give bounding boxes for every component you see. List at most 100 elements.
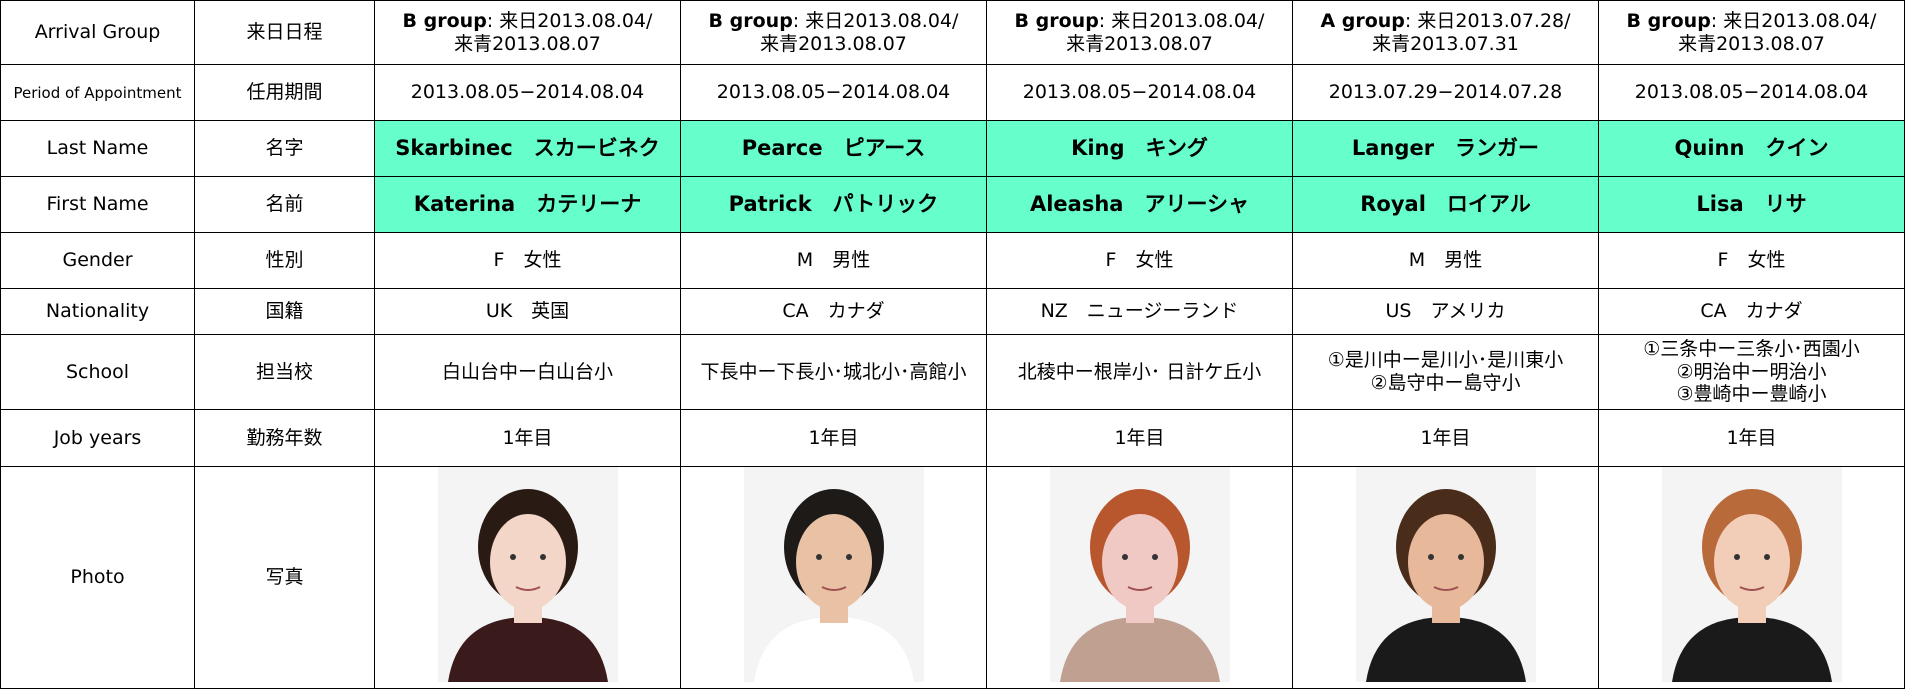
- last-name-cell: King キング: [986, 120, 1293, 177]
- last-name-cell: Quinn クイン: [1598, 120, 1905, 177]
- row-label-ja: 来日日程: [194, 0, 375, 65]
- gender-cell: F 女性: [986, 232, 1293, 289]
- school-line: ②島守中ー島守小: [1370, 372, 1521, 394]
- arrival-group: B group: [1626, 9, 1711, 32]
- arrival-group: B group: [1014, 9, 1099, 32]
- arrival-cell: B group: 来日2013.08.04/来青2013.08.07: [680, 0, 987, 65]
- job-years-cell: 1年目: [986, 409, 1293, 467]
- nationality-cell: UK 英国: [374, 288, 681, 335]
- row-label-en: Photo: [0, 466, 195, 689]
- arrival-group: A group: [1320, 9, 1405, 32]
- table-row: Arrival Group 来日日程 B group: 来日2013.08.04/来…: [0, 0, 1905, 65]
- arrival-cell: B group: 来日2013.08.04/来青2013.08.07: [374, 0, 681, 65]
- job-years-cell: 1年目: [680, 409, 987, 467]
- arrival-cell: B group: 来日2013.08.04/来青2013.08.07: [986, 0, 1293, 65]
- row-label-ja: 性別: [194, 232, 375, 289]
- arrival-group: B group: [402, 9, 487, 32]
- row-label-en: Last Name: [0, 120, 195, 177]
- photo-cell: [374, 466, 681, 689]
- table-row: Period of Appointment 任用期間 2013.08.05−2014…: [0, 64, 1905, 121]
- table-row: School 担当校 白山台中ー白山台小 下長中ー下長小･城北小･高館小 北稜中ー根岸小…: [0, 334, 1905, 410]
- job-years-cell: 1年目: [1292, 409, 1599, 467]
- table-row: Photo 写真: [0, 466, 1905, 689]
- school-line: 白山台中ー白山台小: [441, 360, 613, 383]
- row-label-ja: 担当校: [194, 334, 375, 410]
- row-label-en: Arrival Group: [0, 0, 195, 65]
- arrival-group: B group: [708, 9, 793, 32]
- gender-cell: M 男性: [1292, 232, 1599, 289]
- school-line: ①是川中ー是川小･是川東小: [1327, 349, 1564, 372]
- first-name-cell: Aleasha アリーシャ: [986, 176, 1293, 233]
- last-name-cell: Langer ランガー: [1292, 120, 1599, 177]
- photo: [1355, 467, 1536, 682]
- arrival-cell: A group: 来日2013.07.28/来青2013.07.31: [1292, 0, 1599, 65]
- row-label-en: School: [0, 334, 195, 410]
- arrival-date-2: 来青2013.07.31: [1372, 32, 1519, 55]
- nationality-cell: CA カナダ: [680, 288, 987, 335]
- nationality-cell: CA カナダ: [1598, 288, 1905, 335]
- photo-cell: [986, 466, 1293, 689]
- nationality-cell: US アメリカ: [1292, 288, 1599, 335]
- first-name-cell: Lisa リサ: [1598, 176, 1905, 233]
- row-label-ja: 写真: [194, 466, 375, 689]
- arrival-date-2: 来青2013.08.07: [454, 32, 601, 55]
- period-cell: 2013.08.05−2014.08.04: [680, 64, 987, 121]
- row-label-ja: 名前: [194, 176, 375, 233]
- job-years-cell: 1年目: [374, 409, 681, 467]
- last-name-cell: Skarbinec スカービネク: [374, 120, 681, 177]
- school-line: 北稜中ー根岸小･ 日計ケ丘小: [1017, 360, 1262, 383]
- period-cell: 2013.08.05−2014.08.04: [986, 64, 1293, 121]
- period-cell: 2013.08.05−2014.08.04: [374, 64, 681, 121]
- first-name-cell: Patrick パトリック: [680, 176, 987, 233]
- arrival-date-2: 来青2013.08.07: [1066, 32, 1213, 55]
- table-row: Nationality 国籍 UK 英国 CA カナダ NZ ニュージーランド US アメ…: [0, 288, 1905, 335]
- arrival-date-2: 来青2013.08.07: [760, 32, 907, 55]
- photo: [437, 467, 618, 682]
- arrival-date: : 来日2013.08.04/: [792, 9, 959, 32]
- row-label-en: First Name: [0, 176, 195, 233]
- school-cell: 下長中ー下長小･城北小･高館小: [680, 334, 987, 410]
- photo: [1661, 467, 1842, 682]
- row-label-ja: 任用期間: [194, 64, 375, 121]
- row-label-en: Period of Appointment: [0, 64, 195, 121]
- gender-cell: F 女性: [374, 232, 681, 289]
- table-row: Job years 勤務年数 1年目 1年目 1年目 1年目 1年目: [0, 409, 1905, 467]
- period-cell: 2013.07.29−2014.07.28: [1292, 64, 1599, 121]
- photo: [743, 467, 924, 682]
- job-years-cell: 1年目: [1598, 409, 1905, 467]
- table-row: Gender 性別 F 女性 M 男性 F 女性 M 男性 F 女性: [0, 232, 1905, 289]
- table-row: Last Name 名字 Skarbinec スカービネク Pearce ピアース Ki…: [0, 120, 1905, 177]
- first-name-cell: Katerina カテリーナ: [374, 176, 681, 233]
- arrival-date: : 来日2013.08.04/: [1098, 9, 1265, 32]
- row-label-en: Gender: [0, 232, 195, 289]
- row-label-ja: 国籍: [194, 288, 375, 335]
- arrival-cell: B group: 来日2013.08.04/来青2013.08.07: [1598, 0, 1905, 65]
- arrival-date: : 来日2013.07.28/: [1404, 9, 1571, 32]
- gender-cell: F 女性: [1598, 232, 1905, 289]
- row-label-ja: 名字: [194, 120, 375, 177]
- gender-cell: M 男性: [680, 232, 987, 289]
- arrival-date: : 来日2013.08.04/: [1710, 9, 1877, 32]
- row-label-en: Job years: [0, 409, 195, 467]
- arrival-date-2: 来青2013.08.07: [1678, 32, 1825, 55]
- school-cell: ①是川中ー是川小･是川東小 ②島守中ー島守小: [1292, 334, 1599, 410]
- last-name-cell: Pearce ピアース: [680, 120, 987, 177]
- arrival-date: : 来日2013.08.04/: [486, 9, 653, 32]
- row-label-en: Nationality: [0, 288, 195, 335]
- school-line: ②明治中ー明治小: [1676, 360, 1827, 383]
- school-line: ①三条中ー三条小･西園小: [1643, 337, 1860, 360]
- period-cell: 2013.08.05−2014.08.04: [1598, 64, 1905, 121]
- school-cell: 白山台中ー白山台小: [374, 334, 681, 410]
- photo-cell: [1292, 466, 1599, 689]
- table-row: First Name 名前 Katerina カテリーナ Patrick パトリック A…: [0, 176, 1905, 233]
- photo: [1049, 467, 1230, 682]
- school-line: 下長中ー下長小･城北小･高館小: [700, 360, 967, 383]
- school-line: ③豊崎中ー豊崎小: [1676, 383, 1827, 406]
- school-cell: 北稜中ー根岸小･ 日計ケ丘小: [986, 334, 1293, 410]
- photo-cell: [680, 466, 987, 689]
- school-cell: ①三条中ー三条小･西園小 ②明治中ー明治小 ③豊崎中ー豊崎小: [1598, 334, 1905, 410]
- photo-cell: [1598, 466, 1905, 689]
- row-label-ja: 勤務年数: [194, 409, 375, 467]
- nationality-cell: NZ ニュージーランド: [986, 288, 1293, 335]
